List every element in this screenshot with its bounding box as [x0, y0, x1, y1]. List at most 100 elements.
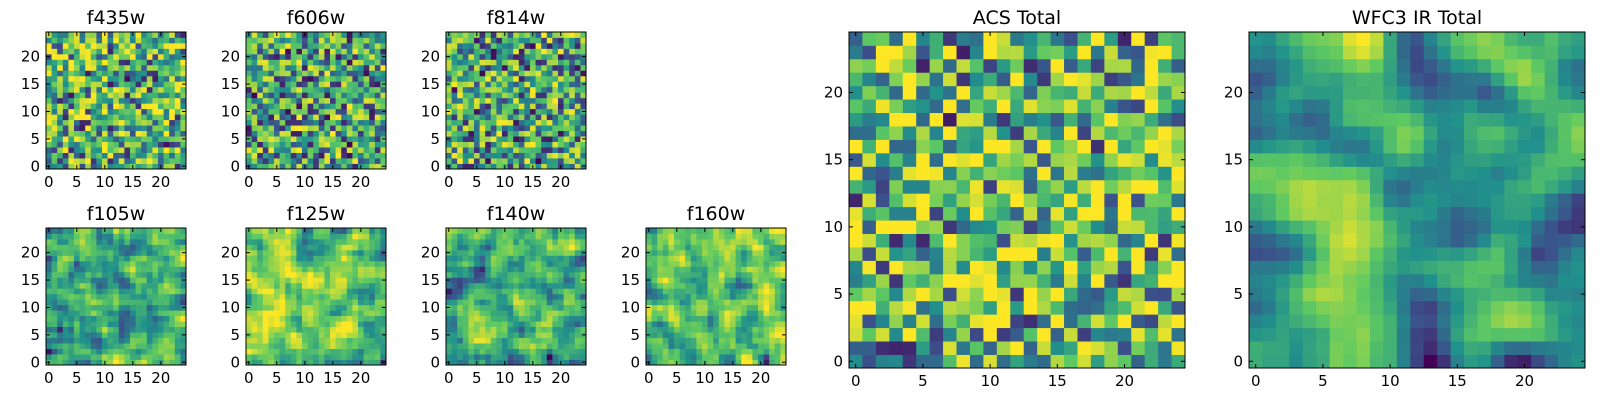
heatmap-cell [468, 271, 475, 278]
heatmap-cell [135, 86, 142, 93]
heatmap-cell [107, 249, 114, 256]
heatmap-cell [107, 92, 114, 99]
heatmap-cell [580, 321, 587, 328]
heatmap-cell [513, 32, 520, 38]
heatmap-cell [496, 310, 503, 317]
heatmap-cell [330, 59, 336, 66]
heatmap-cell [130, 152, 136, 159]
axes-frame [445, 227, 587, 366]
heatmap-cell [889, 273, 904, 288]
heatmap-cell [335, 64, 342, 71]
panel-title: ACS Total [973, 7, 1061, 29]
heatmap-cell [257, 158, 264, 164]
heatmap-cell [374, 130, 381, 137]
heatmap-cell [107, 282, 114, 289]
heatmap-cell [324, 315, 331, 322]
heatmap-cell [462, 81, 469, 88]
heatmap-cell [563, 163, 570, 170]
heatmap-cell [552, 282, 559, 289]
heatmap-cell [246, 92, 252, 99]
heatmap-cell [180, 337, 187, 344]
heatmap-cell [102, 141, 108, 148]
heatmap-cell [102, 343, 108, 349]
heatmap-cell [490, 108, 497, 115]
heatmap-cell [707, 326, 714, 333]
heatmap-cell [724, 271, 731, 278]
heatmap-cell [496, 136, 503, 142]
heatmap-cell [552, 266, 559, 273]
heatmap-cell [657, 282, 664, 289]
heatmap-cell [363, 141, 370, 148]
heatmap-cell [135, 125, 142, 132]
heatmap-cell [330, 277, 336, 284]
heatmap-cell [313, 288, 320, 295]
heatmap-cell [518, 293, 525, 300]
heatmap-cell [569, 125, 576, 132]
heatmap-cell [474, 75, 480, 82]
heatmap-cell [352, 81, 359, 88]
heatmap-cell [507, 152, 514, 159]
heatmap-cell [574, 288, 581, 295]
heatmap-cell [451, 266, 458, 273]
heatmap-cell [690, 271, 697, 278]
heatmap-cell [330, 119, 336, 126]
heatmap-cell [535, 152, 542, 159]
heatmap-cell [1077, 220, 1092, 234]
heatmap-cell [296, 244, 303, 251]
heatmap-cell [690, 310, 697, 317]
heatmap-cell [668, 326, 675, 333]
heatmap-cell [62, 141, 69, 148]
heatmap-cell [285, 42, 292, 49]
heatmap-cell [713, 228, 720, 234]
heatmap-cell [558, 266, 564, 273]
heatmap-cell [96, 97, 103, 104]
heatmap-cell [341, 59, 348, 66]
heatmap-cell [146, 130, 153, 137]
heatmap-cell [346, 81, 353, 88]
heatmap-cell [341, 238, 348, 245]
heatmap-cell [169, 315, 176, 322]
heatmap-cell [251, 326, 258, 333]
heatmap-cell [46, 48, 52, 55]
heatmap-cell [380, 64, 387, 71]
heatmap-cell [558, 136, 564, 142]
heatmap-cell [457, 288, 464, 295]
heatmap-cell [474, 119, 480, 126]
heatmap-cell [1117, 314, 1132, 329]
heatmap-cell [674, 348, 680, 355]
heatmap-cell [774, 244, 781, 251]
heatmap-cell [324, 48, 331, 55]
heatmap-cell [302, 125, 308, 132]
heatmap-cell [679, 299, 686, 306]
heatmap-cell [262, 271, 269, 278]
heatmap-cell [146, 42, 153, 49]
heatmap-cell [268, 92, 275, 99]
heatmap-cell [146, 249, 153, 256]
heatmap-cell [251, 53, 258, 60]
heatmap-cell [524, 114, 531, 121]
heatmap-cell [79, 228, 86, 234]
heatmap-cell [268, 136, 275, 142]
heatmap-cell [707, 260, 714, 267]
heatmap-cell [875, 327, 890, 342]
heatmap-cell [268, 97, 275, 104]
heatmap-cell [85, 255, 92, 262]
heatmap-cell [541, 244, 548, 251]
heatmap-cell [780, 326, 787, 333]
heatmap-cell [1144, 273, 1159, 288]
heatmap-cell [774, 343, 781, 349]
heatmap-cell [68, 233, 75, 240]
heatmap-cell [174, 37, 181, 44]
heatmap-cell [462, 260, 469, 267]
heatmap-cell [518, 233, 525, 240]
heatmap-cell [369, 32, 376, 38]
heatmap-cell [130, 337, 136, 344]
heatmap-cell [746, 348, 753, 355]
heatmap-cell [51, 304, 58, 311]
heatmap-cell [569, 359, 576, 366]
heatmap-cell [1077, 233, 1092, 248]
heatmap-cell [180, 321, 187, 328]
heatmap-cell [113, 141, 120, 148]
heatmap-cell [358, 97, 364, 104]
heatmap-cell [462, 130, 469, 137]
